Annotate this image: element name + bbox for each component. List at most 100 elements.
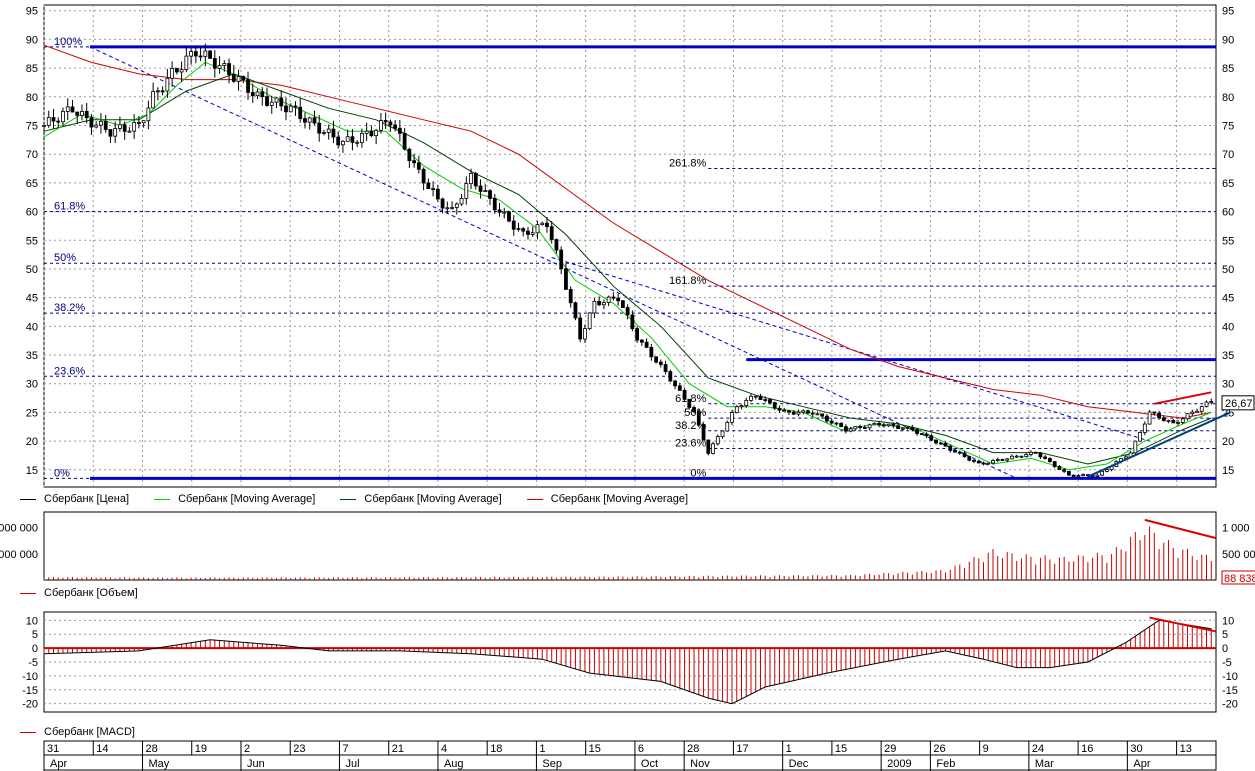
candle-body <box>654 356 658 363</box>
macd-tick-right: 5 <box>1222 629 1228 641</box>
candle-body <box>872 423 877 426</box>
candle-body <box>84 111 89 119</box>
candle-body <box>1171 420 1176 424</box>
candle-body <box>720 430 725 437</box>
candle-body <box>791 411 796 415</box>
candle-body <box>810 412 815 415</box>
last-price-box <box>1221 395 1255 411</box>
candle-body <box>578 317 583 340</box>
x-tick-day: 30 <box>1130 743 1142 755</box>
candle-body <box>938 442 943 445</box>
y-tick-right: 75 <box>1222 121 1234 133</box>
candle-body <box>682 389 687 400</box>
candle-body <box>317 122 322 134</box>
candle-body <box>526 230 530 235</box>
candle-body <box>943 442 948 447</box>
y-tick-right: 35 <box>1222 350 1234 362</box>
candle-body <box>118 124 122 129</box>
x-tick-day: 23 <box>293 743 305 755</box>
resistance-line-red <box>1154 391 1212 405</box>
macd-trend-line <box>1149 616 1217 633</box>
candle-body <box>1038 452 1043 458</box>
candle-body <box>881 424 886 427</box>
candle-body <box>749 395 753 401</box>
candle-body <box>787 410 791 413</box>
candle-body <box>957 451 962 454</box>
candle-body <box>56 120 61 123</box>
legend-item-volume: Сбербанк [Объем] <box>20 587 138 599</box>
candle-body <box>910 426 915 431</box>
candle-body <box>402 132 407 150</box>
candle-body <box>1095 474 1100 477</box>
fib-left-label: 50% <box>54 252 76 264</box>
candle-body <box>336 136 341 146</box>
fib-right-label: 261.8% <box>669 158 707 170</box>
macd-tick-right: -10 <box>1222 671 1238 683</box>
candle-body <box>483 190 488 193</box>
candle-body <box>388 121 393 126</box>
candle-body <box>801 410 806 413</box>
candle-body <box>1067 470 1071 476</box>
x-month-label: Feb <box>936 758 955 770</box>
candle-body <box>891 423 896 427</box>
x-tick-day: 1 <box>539 743 545 755</box>
candle-body <box>1005 458 1010 461</box>
candle-body <box>303 118 307 123</box>
y-tick-right: 60 <box>1222 207 1234 219</box>
candle-body <box>1081 474 1086 477</box>
last-volume-label: 88 838 <box>1224 573 1255 585</box>
volume-tick-right: 1 000 <box>1222 523 1250 535</box>
candle-body <box>250 91 255 97</box>
trend-line-dashed <box>89 46 1017 479</box>
legend-item-ma-long: Сбербанк [Moving Average] <box>526 493 689 505</box>
legend-label: Сбербанк [Moving Average] <box>364 493 502 505</box>
candle-body <box>592 300 597 314</box>
candle-body <box>160 90 165 93</box>
legend-label: Сбербанк [Moving Average] <box>550 493 689 505</box>
volume-trend-line <box>1144 518 1217 540</box>
candle-body <box>687 398 692 408</box>
candle-body <box>1014 455 1019 458</box>
legend-swatch <box>154 498 171 500</box>
candle-body <box>378 120 383 131</box>
candle-body <box>407 148 412 162</box>
candle-body <box>132 122 137 132</box>
candle-body <box>962 452 967 457</box>
candle-body <box>739 405 744 408</box>
candle-body <box>829 420 834 424</box>
candle-body <box>326 128 331 133</box>
legend-label: Сбербанк [Цена] <box>44 493 130 505</box>
candle-body <box>1033 451 1038 454</box>
candle-body <box>948 445 953 451</box>
candle-body <box>492 197 497 211</box>
candle-body <box>924 433 929 437</box>
price-panel-frame <box>43 4 1217 488</box>
x-tick-day: 2 <box>244 743 250 755</box>
candle-body <box>853 426 858 430</box>
candle-body <box>341 140 345 146</box>
macd-tick-right: -5 <box>1222 657 1232 669</box>
x-tick-day: 13 <box>1180 743 1192 755</box>
legend-swatch <box>340 498 357 500</box>
candle-body <box>929 435 934 441</box>
x-tick-day: 26 <box>933 743 945 755</box>
candle-body <box>1176 422 1180 424</box>
candle-body <box>1190 411 1195 415</box>
legend-item-macd: Сбербанк [MACD] <box>20 726 135 738</box>
candle-body <box>469 173 473 185</box>
candle-body <box>497 209 502 213</box>
y-tick-right: 30 <box>1222 379 1234 391</box>
legend-item-price: Сбербанк [Цена] <box>20 493 129 505</box>
ma-fast-line <box>43 61 1212 471</box>
x-tick-day: 21 <box>392 743 404 755</box>
candle-body <box>677 385 682 391</box>
candle-body <box>806 410 810 414</box>
x-month-label: Oct <box>641 758 658 770</box>
macd-tick-left: -10 <box>22 671 38 683</box>
macd-tick-right: 0 <box>1222 643 1228 655</box>
fib-right-label: 23.6% <box>675 438 706 450</box>
candle-body <box>151 90 156 109</box>
candle-body <box>730 412 734 423</box>
last-price-label: 26,67 <box>1225 398 1253 410</box>
